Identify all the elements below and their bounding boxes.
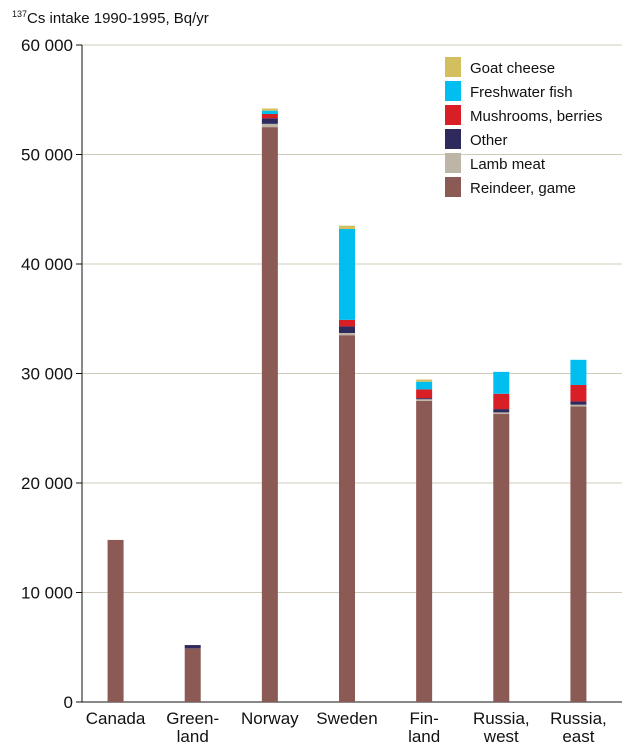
- bar-segment: [261, 123, 278, 128]
- bar-segment: [261, 110, 278, 114]
- y-axis: 0 10 000 20 000 30 000 40 000 50 000 60 000: [21, 36, 622, 712]
- bar-segment: [261, 127, 278, 702]
- bar-segment: [493, 393, 510, 410]
- bar-segment: [493, 409, 510, 413]
- x-tick-label: Norway: [241, 709, 299, 728]
- bar-segment: [184, 645, 201, 649]
- y-tick-label: 60 000: [21, 36, 73, 55]
- legend-swatch: [445, 153, 461, 173]
- x-tick-label: west: [483, 727, 519, 746]
- chart-title: 137Cs intake 1990-1995, Bq/yr: [12, 9, 209, 27]
- y-tick-label: 20 000: [21, 474, 73, 493]
- x-tick-label: Russia,: [550, 709, 607, 728]
- bar-segment: [339, 228, 355, 320]
- bar-segment: [416, 400, 433, 702]
- title-text: Cs intake 1990-1995, Bq/yr: [27, 10, 209, 27]
- x-tick-label: Canada: [86, 709, 146, 728]
- bar-segment: [570, 406, 587, 702]
- y-tick-label: 30 000: [21, 365, 73, 384]
- bar-segment: [416, 379, 433, 382]
- bar-segment: [570, 401, 587, 405]
- legend-label: Freshwater fish: [470, 84, 573, 101]
- bar-segment: [570, 404, 587, 407]
- x-tick-label: land: [408, 727, 440, 746]
- legend-swatch: [445, 105, 461, 125]
- bar-segment: [570, 384, 587, 402]
- bar-segment: [261, 108, 278, 111]
- bar-segment: [339, 335, 355, 702]
- legend-swatch: [445, 129, 461, 149]
- y-tick-label: 50 000: [21, 146, 73, 165]
- bar-segment: [493, 414, 510, 702]
- legend-label: Mushrooms, berries: [470, 108, 603, 125]
- legend: Goat cheese Freshwater fish Mushrooms, ber…: [445, 57, 603, 197]
- bar-segment: [339, 319, 355, 327]
- legend-swatch: [445, 57, 461, 77]
- title-superscript: 137: [12, 9, 28, 19]
- bar-segment: [416, 398, 433, 400]
- legend-swatch: [445, 177, 461, 197]
- bar-segment: [339, 326, 355, 333]
- bar-segment: [261, 113, 278, 119]
- legend-label: Goat cheese: [470, 60, 555, 77]
- bar-segment: [416, 389, 433, 399]
- bar-segment: [493, 371, 510, 394]
- y-tick-label: 10 000: [21, 584, 73, 603]
- bar-segment: [261, 118, 278, 124]
- legend-label: Other: [470, 132, 508, 149]
- bar-segment: [416, 399, 433, 401]
- x-tick-label: Sweden: [316, 709, 377, 728]
- x-tick-label: Green-: [166, 709, 219, 728]
- bars: [107, 108, 587, 702]
- x-tick-label: Fin-: [410, 709, 439, 728]
- legend-swatch: [445, 81, 461, 101]
- x-tick-label: Russia,: [473, 709, 530, 728]
- y-tick-label: 0: [64, 693, 73, 712]
- legend-label: Lamb meat: [470, 156, 546, 173]
- x-tick-label: east: [562, 727, 594, 746]
- bar-segment: [493, 412, 510, 415]
- bar-segment: [184, 648, 201, 702]
- y-tick-label: 40 000: [21, 255, 73, 274]
- bar-segment: [339, 225, 355, 229]
- bar-segment: [416, 381, 433, 390]
- bar-segment: [107, 539, 124, 702]
- x-tick-label: land: [177, 727, 209, 746]
- legend-label: Reindeer, game: [470, 180, 576, 197]
- x-axis-labels: Canada Green-land Norway Sweden Fin-land Russ…: [86, 709, 607, 746]
- bar-segment: [339, 332, 355, 336]
- bar-segment: [570, 359, 587, 385]
